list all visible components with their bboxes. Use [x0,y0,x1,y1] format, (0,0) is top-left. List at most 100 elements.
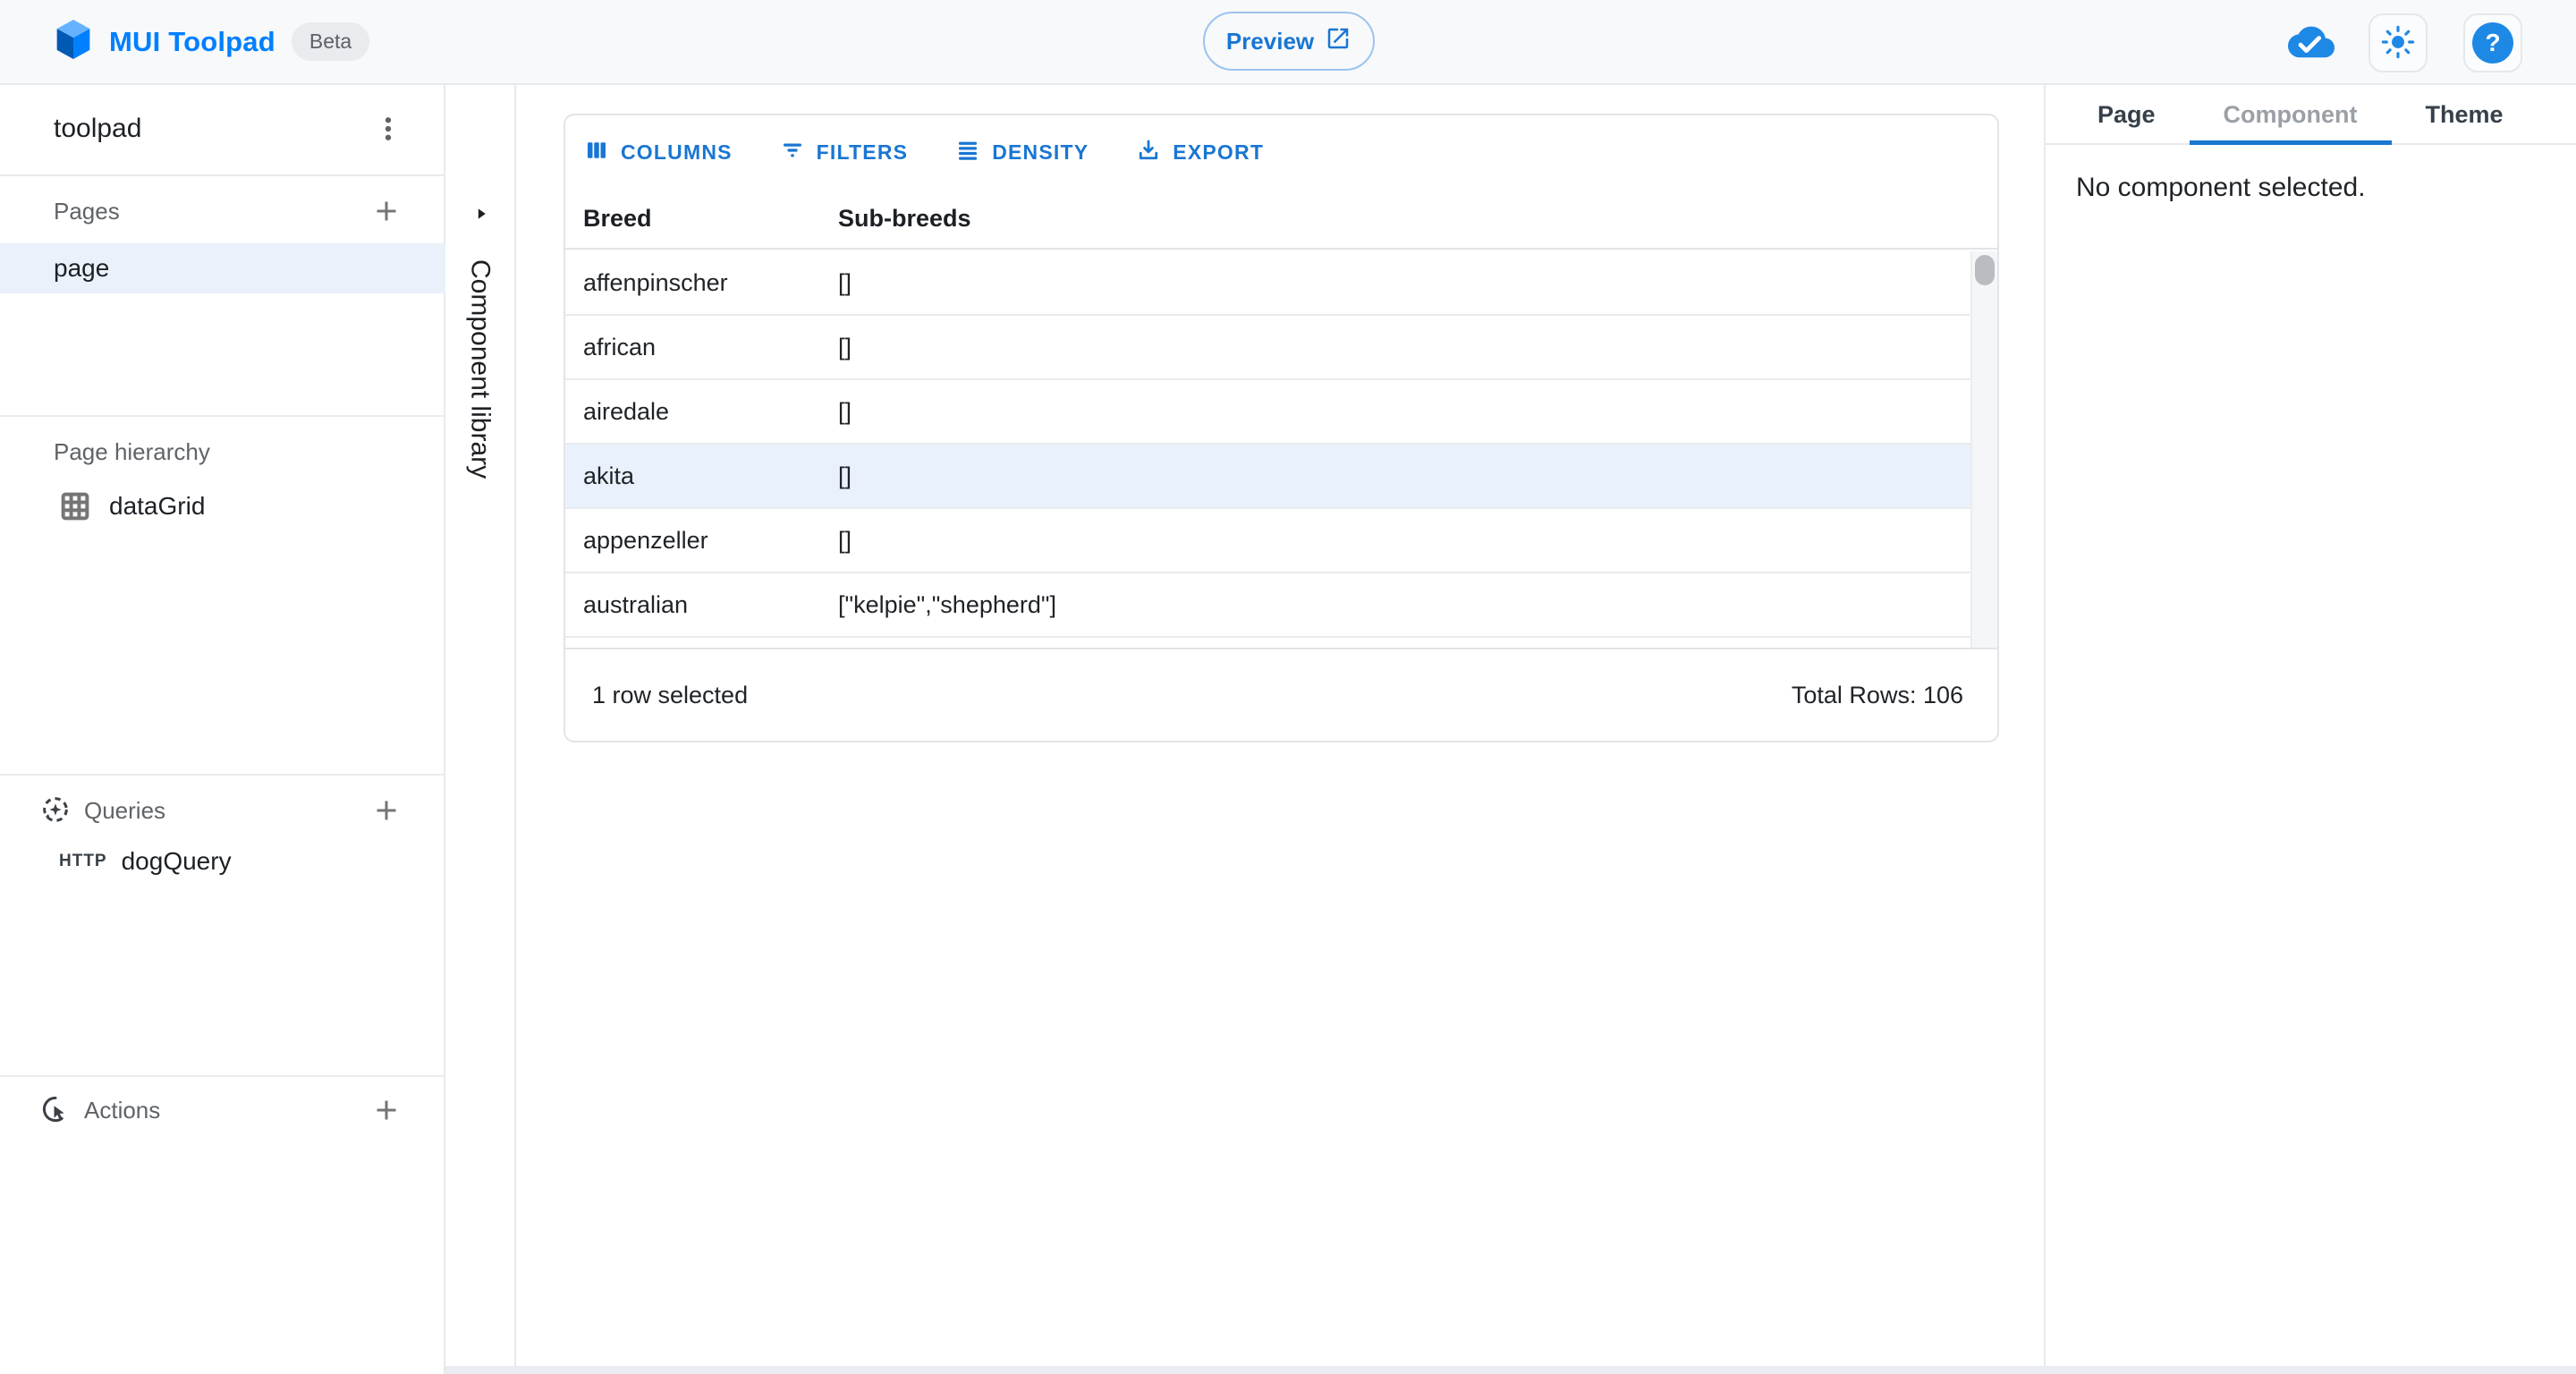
view-columns-icon [583,137,610,169]
theme-toggle-button[interactable] [2368,13,2428,72]
columns-button-label: COLUMNS [621,140,733,164]
add-query-button[interactable] [367,792,406,831]
table-row[interactable]: airedale [] [565,380,1974,445]
cell-sub-breeds[interactable]: [] [838,397,852,425]
tab-component[interactable]: Component [2190,85,2392,145]
add-page-button[interactable] [367,192,406,232]
hierarchy-section-header: Page hierarchy [0,429,445,476]
beta-badge: Beta [291,22,370,61]
toolpad-logo-icon [54,18,93,65]
inspector-tabs: Page Component Theme [2046,85,2576,145]
project-menu-button[interactable] [365,106,411,153]
divider [0,1075,445,1077]
export-button[interactable]: EXPORT [1135,137,1264,169]
component-library-panel[interactable]: Component library [445,85,516,1366]
vertical-scrollbar[interactable] [1970,251,1997,648]
add-icon [370,195,402,230]
chevron-right-icon[interactable] [470,203,492,229]
sidebar-item-dogquery[interactable]: HTTP dogQuery [0,836,445,886]
table-row[interactable]: affenpinscher [] [565,251,1974,316]
divider [0,174,445,176]
app-logo[interactable]: MUI Toolpad Beta [54,0,370,83]
hierarchy-section-title: Page hierarchy [54,438,210,465]
datagrid-footer: 1 row selected Total Rows: 106 [565,648,1997,741]
cell-breed[interactable]: appenzeller [583,526,708,554]
pages-section-title: Pages [54,198,120,225]
actions-section-header: Actions [0,1088,445,1134]
divider [0,774,445,776]
column-header-subbreeds[interactable]: Sub-breeds [838,205,971,232]
density-button[interactable]: DENSITY [954,137,1089,169]
empty-state-message: No component selected. [2076,173,2366,202]
table-row[interactable] [565,638,1974,648]
selection-status: 1 row selected [592,681,749,708]
tab-theme[interactable]: Theme [2392,85,2538,145]
add-icon [370,794,402,829]
more-vert-icon [372,113,404,148]
sidebar-item-label: dogQuery [121,847,232,875]
total-rows-label: Total Rows: 106 [1791,681,1963,708]
cell-breed[interactable]: airedale [583,397,670,425]
datagrid-header-row: Breed Sub-breeds [565,190,1997,250]
columns-button[interactable]: COLUMNS [583,137,733,169]
preview-button[interactable]: Preview [1203,12,1375,71]
cell-sub-breeds[interactable]: ["kelpie","shepherd"] [838,590,1056,618]
filters-button-label: FILTERS [816,140,909,164]
preview-button-label: Preview [1225,27,1315,55]
column-header-breed[interactable]: Breed [583,205,652,232]
queries-section-title: Queries [84,797,166,824]
open-in-new-icon [1325,25,1352,58]
pages-section-header: Pages [0,189,445,235]
cell-sub-breeds[interactable]: [] [838,462,852,489]
add-icon [370,1094,402,1129]
status-strip [445,1366,2576,1374]
help-icon: ? [2472,22,2513,64]
actions-section-title: Actions [84,1097,161,1124]
sidebar-item-page[interactable]: page [0,243,445,293]
cell-breed[interactable]: akita [583,462,635,489]
app-title: MUI Toolpad [109,25,275,57]
export-button-label: EXPORT [1173,140,1265,164]
tab-page[interactable]: Page [2063,85,2190,145]
divider [0,415,445,417]
light-mode-icon [2381,25,2415,62]
sidebar-item-label: dataGrid [109,492,206,520]
project-row: toolpad [0,103,445,160]
table-row[interactable]: akita [] [565,445,1974,509]
actions-click-icon [39,1093,72,1130]
page-canvas: COLUMNS FILTERS DE [516,85,2044,1366]
sidebar: toolpad Pages page [0,85,445,1374]
table-row[interactable]: african [] [565,316,1974,380]
sidebar-item-datagrid[interactable]: dataGrid [0,481,445,531]
cloud-done-icon [2286,21,2336,64]
sidebar-item-label: page [54,254,110,282]
table-row[interactable]: appenzeller [] [565,509,1974,573]
cell-sub-breeds[interactable]: [] [838,333,852,360]
http-badge: HTTP [59,852,107,870]
filter-list-icon [779,137,806,169]
project-name: toolpad [54,114,142,143]
filters-button[interactable]: FILTERS [779,137,909,169]
download-icon [1135,137,1162,169]
queries-auto-icon [39,793,72,830]
cell-sub-breeds[interactable]: [] [838,268,852,296]
add-action-button[interactable] [367,1091,406,1131]
density-lines-icon [954,137,981,169]
app-header: MUI Toolpad Beta Preview [0,0,2576,85]
datagrid-toolbar: COLUMNS FILTERS DE [565,115,1997,190]
queries-section-header: Queries [0,788,445,835]
density-button-label: DENSITY [992,140,1089,164]
data-grid-icon [57,488,93,524]
cell-sub-breeds[interactable]: [] [838,526,852,554]
component-library-label: Component library [465,259,496,479]
table-row[interactable]: australian ["kelpie","shepherd"] [565,573,1974,638]
help-button[interactable]: ? [2463,13,2522,72]
cell-breed[interactable]: australian [583,590,689,618]
grid-rows: affenpinscher [] african [] airedale [] … [565,251,1974,648]
datagrid-component[interactable]: COLUMNS FILTERS DE [564,114,1999,742]
cell-breed[interactable]: affenpinscher [583,268,728,296]
scrollbar-thumb[interactable] [1975,255,1995,285]
cell-breed[interactable]: african [583,333,657,360]
inspector-panel: Page Component Theme No component select… [2044,85,2576,1366]
